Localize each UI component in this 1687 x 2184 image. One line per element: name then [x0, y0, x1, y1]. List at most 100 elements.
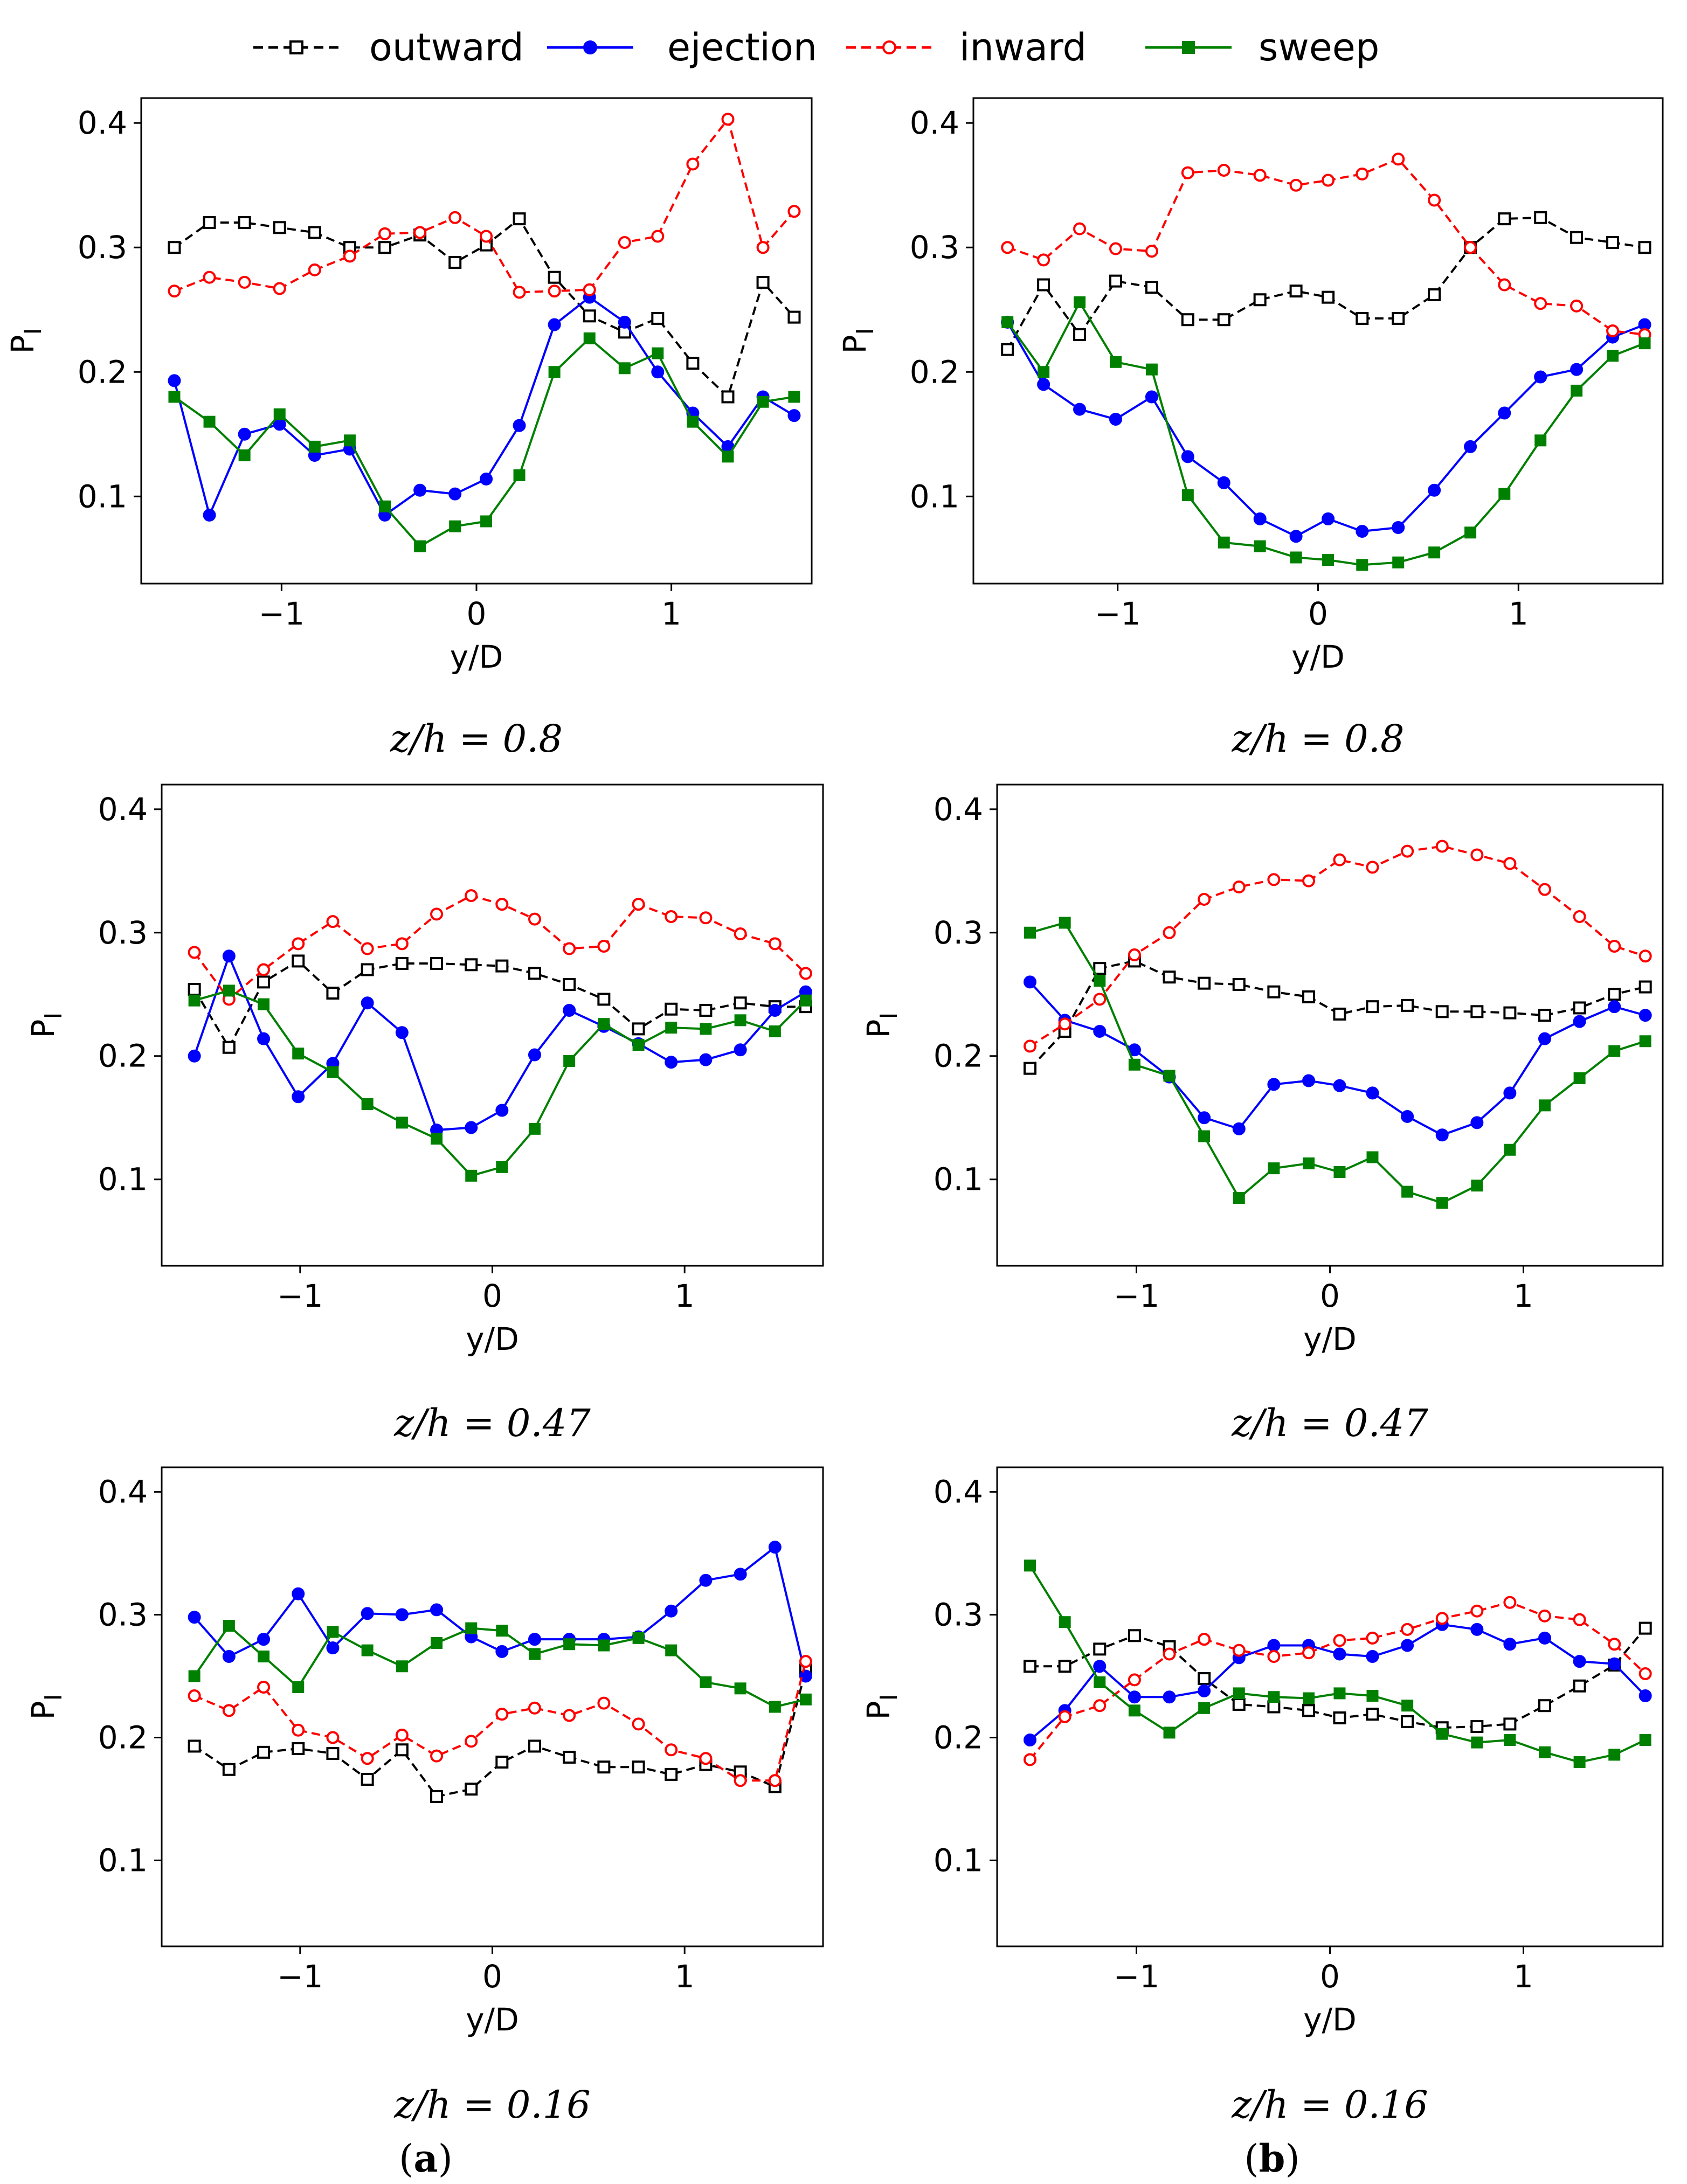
data-point-inward	[583, 283, 596, 296]
data-point-outward	[273, 221, 286, 234]
y-axis-label: PI	[860, 1694, 903, 1720]
data-point-sweep	[327, 1066, 339, 1078]
y-tick-label: 0.2	[934, 1038, 983, 1074]
data-point-sweep	[1218, 536, 1230, 549]
data-point-sweep	[548, 366, 561, 378]
data-point-outward	[1253, 293, 1267, 307]
data-point-inward	[734, 927, 747, 941]
data-point-outward	[787, 310, 801, 324]
data-point-outward	[222, 1041, 236, 1054]
data-point-inward	[699, 1752, 713, 1765]
data-point-sweep	[583, 332, 596, 344]
data-point-sweep	[361, 1098, 374, 1111]
data-point-outward	[756, 275, 770, 289]
data-point-outward	[465, 958, 478, 972]
data-point-inward	[1356, 167, 1369, 181]
data-point-outward	[1267, 1700, 1281, 1714]
data-point-sweep	[431, 1133, 443, 1145]
data-point-ejection	[1470, 1116, 1484, 1129]
data-point-sweep	[1539, 1746, 1551, 1758]
x-tick-label: 1	[1513, 1278, 1533, 1314]
y-axis-label-main: P	[25, 1020, 61, 1038]
data-point-ejection	[734, 1568, 747, 1581]
data-point-inward	[465, 1735, 478, 1748]
x-tick-label: −1	[259, 595, 305, 632]
data-point-ejection	[699, 1053, 713, 1066]
y-axis-label-sub: I	[40, 1013, 67, 1020]
series-line-sweep	[1029, 921, 1646, 1204]
data-point-inward	[203, 271, 216, 284]
data-point-inward	[495, 1708, 509, 1721]
data-point-ejection	[1503, 1086, 1517, 1100]
data-point-inward	[548, 285, 561, 298]
data-point-ejection	[188, 1611, 201, 1624]
data-point-inward	[1570, 299, 1584, 313]
data-point-outward	[1145, 281, 1158, 294]
data-point-inward	[734, 1774, 747, 1787]
data-point-outward	[1093, 962, 1107, 975]
data-point-outward	[395, 1743, 409, 1757]
data-point-ejection	[1435, 1128, 1449, 1142]
panel-label-a: (a)	[399, 2136, 453, 2181]
data-point-outward	[563, 1750, 576, 1764]
data-point-inward	[308, 263, 321, 276]
data-point-inward	[1163, 1647, 1176, 1661]
series-line-inward	[174, 116, 796, 294]
data-point-inward	[257, 1681, 271, 1694]
series-line-inward	[1029, 1601, 1647, 1760]
y-axis-label: PI	[25, 1013, 67, 1038]
data-point-ejection	[1037, 378, 1050, 391]
data-point-ejection	[1333, 1079, 1346, 1092]
data-point-ejection	[665, 1056, 678, 1069]
data-point-inward	[1058, 1017, 1071, 1031]
data-point-inward	[1181, 166, 1194, 179]
data-point-sweep	[788, 391, 800, 403]
data-point-ejection	[257, 1633, 271, 1646]
data-point-inward	[1392, 152, 1405, 166]
data-point-outward	[1538, 1009, 1552, 1022]
data-point-inward	[1109, 242, 1122, 255]
data-point-ejection	[1093, 1024, 1107, 1038]
data-point-sweep	[528, 1648, 541, 1660]
x-tick-label: 1	[661, 595, 681, 632]
y-axis-label-main: P	[860, 1701, 897, 1720]
data-point-sweep	[598, 1639, 610, 1652]
y-axis-label: PI	[860, 1013, 903, 1038]
x-axis-label: y/D	[1291, 639, 1345, 675]
data-point-sweep	[1471, 1180, 1483, 1192]
data-point-sweep	[1268, 1691, 1280, 1703]
data-point-ejection	[787, 409, 801, 422]
data-point-sweep	[598, 1018, 610, 1030]
y-tick-label: 0.2	[934, 1719, 983, 1756]
data-point-inward	[1037, 253, 1050, 267]
data-point-ejection	[203, 508, 216, 522]
data-point-sweep	[1539, 1099, 1551, 1112]
data-point-inward	[1302, 874, 1316, 888]
data-point-sweep	[734, 1014, 746, 1027]
data-point-ejection	[1128, 1690, 1141, 1704]
y-axis-label-sub: I	[852, 328, 879, 335]
series-inward	[188, 1655, 812, 1787]
data-point-outward	[665, 1767, 678, 1781]
data-point-ejection	[799, 1669, 812, 1683]
data-point-outward	[1570, 231, 1584, 244]
data-point-sweep	[1322, 554, 1335, 566]
data-point-outward	[430, 1790, 444, 1803]
data-point-inward	[528, 1701, 541, 1715]
data-point-ejection	[1392, 521, 1405, 535]
data-point-inward	[1093, 993, 1107, 1006]
x-tick-label: 1	[1513, 1958, 1533, 1995]
data-point-inward	[665, 910, 678, 924]
data-point-sweep	[1268, 1162, 1280, 1175]
data-point-inward	[238, 275, 251, 289]
legend-entry-inward: inward	[846, 25, 1087, 70]
data-point-sweep	[168, 391, 181, 403]
data-point-outward	[1573, 1679, 1586, 1693]
data-point-sweep	[1198, 1130, 1211, 1142]
y-tick-label: 0.3	[934, 914, 983, 951]
data-point-outward	[430, 957, 444, 970]
series-line-sweep	[193, 1624, 806, 1708]
x-axis-label: y/D	[466, 2001, 519, 2038]
data-point-sweep	[665, 1022, 677, 1034]
